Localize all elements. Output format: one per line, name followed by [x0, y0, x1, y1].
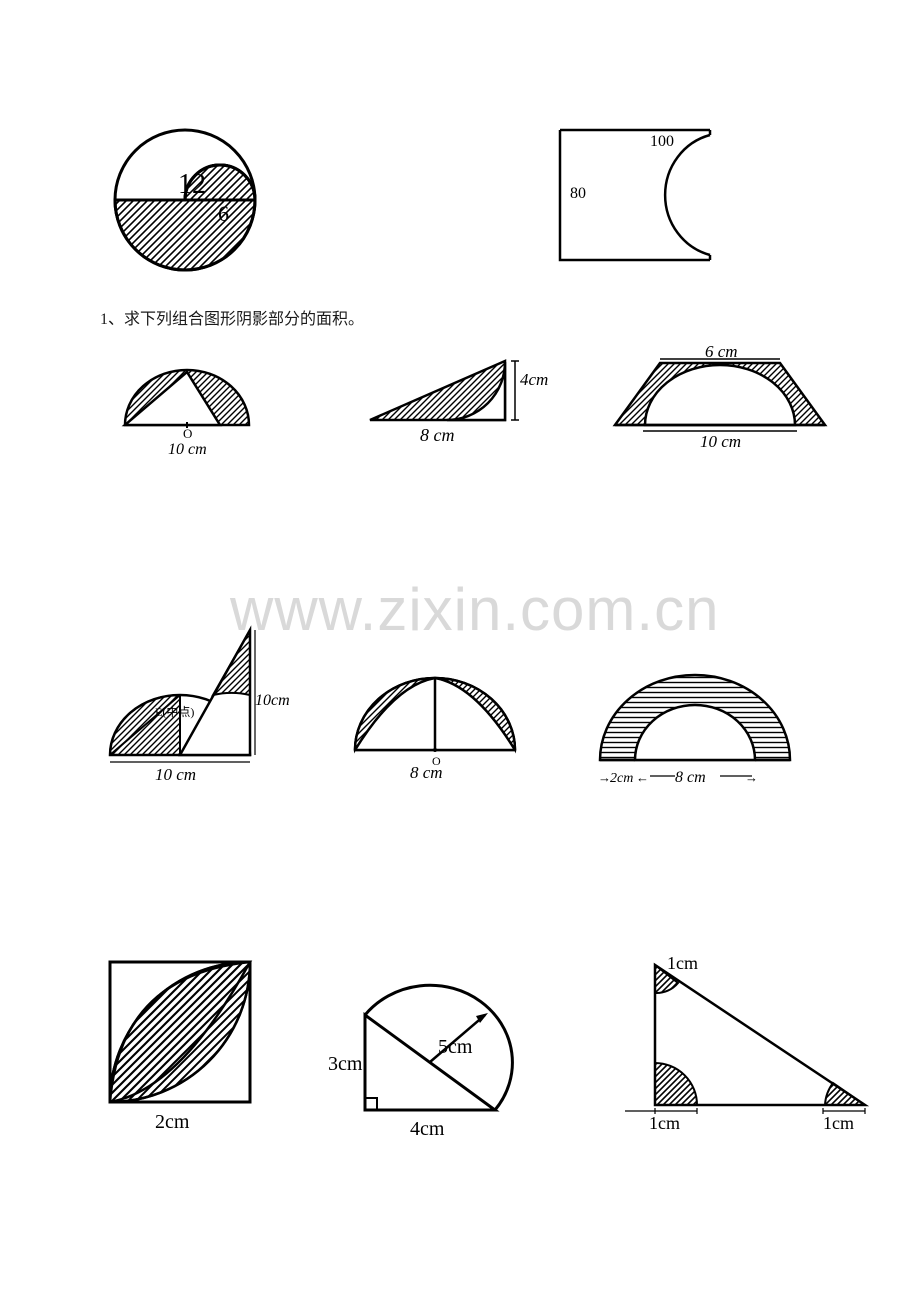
label-12: 12: [178, 169, 206, 200]
question-text: 1、求下列组合图形阴影部分的面积。: [100, 305, 364, 329]
label-80: 80: [570, 185, 586, 202]
label-10cm-a: 10 cm: [168, 441, 207, 458]
figure-r3c1: E(中点) 10cm 10 cm: [95, 610, 295, 800]
watermark-text: www.zixin.com.cn: [230, 575, 719, 644]
label-8cm-a: 8 cm: [420, 425, 455, 445]
label-10cm-d: 10 cm: [155, 765, 196, 784]
label-3cm: 3cm: [328, 1053, 363, 1075]
question-body: 求下列组合图形阴影部分的面积。: [124, 311, 364, 328]
label-8cm-c: 8 cm: [675, 769, 706, 786]
figure-r4c1: 2cm: [95, 950, 275, 1140]
question-number: 1、: [100, 311, 124, 328]
label-1cm-left: 1cm: [649, 1113, 680, 1133]
figure-r2c2: 4cm 8 cm: [355, 345, 555, 455]
label-1cm-right: 1cm: [823, 1113, 854, 1133]
label-5cm: 5cm: [438, 1036, 473, 1058]
label-2cm: 2cm: [610, 771, 633, 786]
label-6: 6: [218, 201, 229, 226]
figure-r2c1: O 10 cm: [110, 350, 280, 460]
figure-r3c2: O 8 cm: [340, 650, 540, 790]
label-10cm-b: 10 cm: [700, 432, 741, 451]
label-8cm-b: 8 cm: [410, 763, 443, 782]
page: www.zixin.com.cn 12 6: [0, 0, 920, 1302]
svg-text:→: →: [745, 770, 758, 785]
svg-text:O: O: [183, 426, 192, 441]
figure-r4c2: 3cm 4cm 5cm: [310, 945, 560, 1145]
figure-r4c3: 1cm 1cm 1cm: [625, 945, 885, 1145]
figure-r3c3: → 2cm ← 8 cm →: [580, 650, 810, 800]
label-6cm: 6 cm: [705, 342, 738, 361]
label-4cm-b: 4cm: [410, 1118, 445, 1140]
figure-r2c3: 6 cm 10 cm: [595, 335, 845, 455]
figure-r1c1: 12 6: [100, 115, 290, 290]
figure-r1c2: 100 80: [550, 120, 730, 270]
label-1cm-top: 1cm: [667, 953, 698, 973]
svg-text:←: ←: [636, 770, 649, 785]
label-4cm: 4cm: [520, 370, 548, 389]
label-100: 100: [650, 133, 674, 150]
label-10cm-c: 10cm: [255, 692, 290, 709]
label-2cm-sq: 2cm: [155, 1111, 190, 1133]
svg-text:E(中点): E(中点): [155, 704, 194, 719]
